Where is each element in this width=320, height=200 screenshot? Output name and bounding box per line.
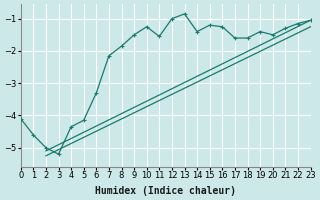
X-axis label: Humidex (Indice chaleur): Humidex (Indice chaleur) bbox=[95, 186, 236, 196]
